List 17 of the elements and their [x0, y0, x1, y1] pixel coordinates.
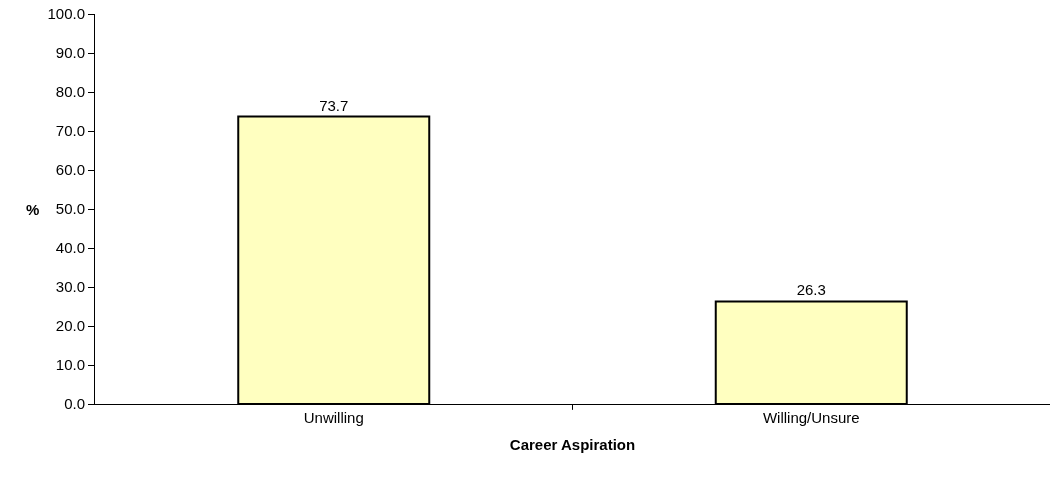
y-tick-label: 70.0 — [55, 122, 85, 140]
y-tick-label: 90.0 — [55, 44, 85, 62]
x-tick-label: Willing/Unsure — [762, 409, 860, 426]
y-tick-label: 30.0 — [55, 278, 85, 296]
x-tick-label: Unwilling — [303, 409, 364, 426]
y-tick-label: 50.0 — [55, 200, 85, 218]
data-label: 73.7 — [319, 96, 349, 114]
x-axis-title: Career Aspiration — [509, 436, 636, 453]
y-tick-label: 40.0 — [55, 239, 85, 257]
y-tick-label: 100.0 — [47, 5, 85, 23]
y-tick-label: 10.0 — [55, 356, 85, 374]
y-tick-label: 20.0 — [55, 317, 85, 335]
y-tick-label: 80.0 — [55, 83, 85, 101]
y-tick-label: 0.0 — [64, 395, 85, 413]
y-axis-title: % — [26, 201, 40, 218]
data-label: 26.3 — [796, 281, 826, 299]
y-tick-label: 60.0 — [55, 161, 85, 179]
